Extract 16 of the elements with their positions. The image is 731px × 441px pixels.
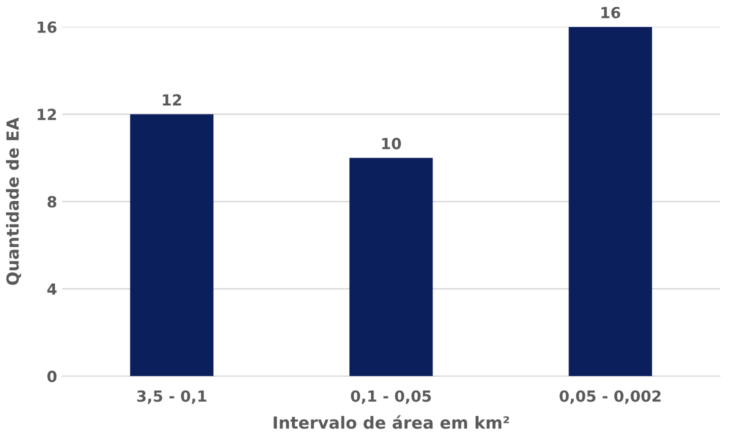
y-tick-label: 8 [48, 196, 56, 208]
y-tick-label: 0 [47, 370, 57, 382]
x-tick-label: 3,5 - 0,1 [137, 390, 206, 404]
x-tick-label: 0,1 - 0,05 [350, 390, 431, 404]
x-axis-title: Intervalo de área em km² [274, 415, 510, 429]
bar [568, 26, 652, 376]
data-label: 12 [162, 94, 182, 106]
y-tick-label: 16 [38, 21, 56, 33]
x-tick-label: 0,05 - 0,002 [560, 390, 661, 404]
data-label: 10 [382, 138, 401, 150]
data-label: 16 [601, 6, 620, 18]
y-tick-label: 12 [38, 108, 56, 120]
bar [130, 114, 214, 376]
bar [349, 158, 433, 376]
y-axis-title: Quantidade de EA [6, 117, 22, 285]
y-tick-label: 4 [47, 284, 57, 295]
